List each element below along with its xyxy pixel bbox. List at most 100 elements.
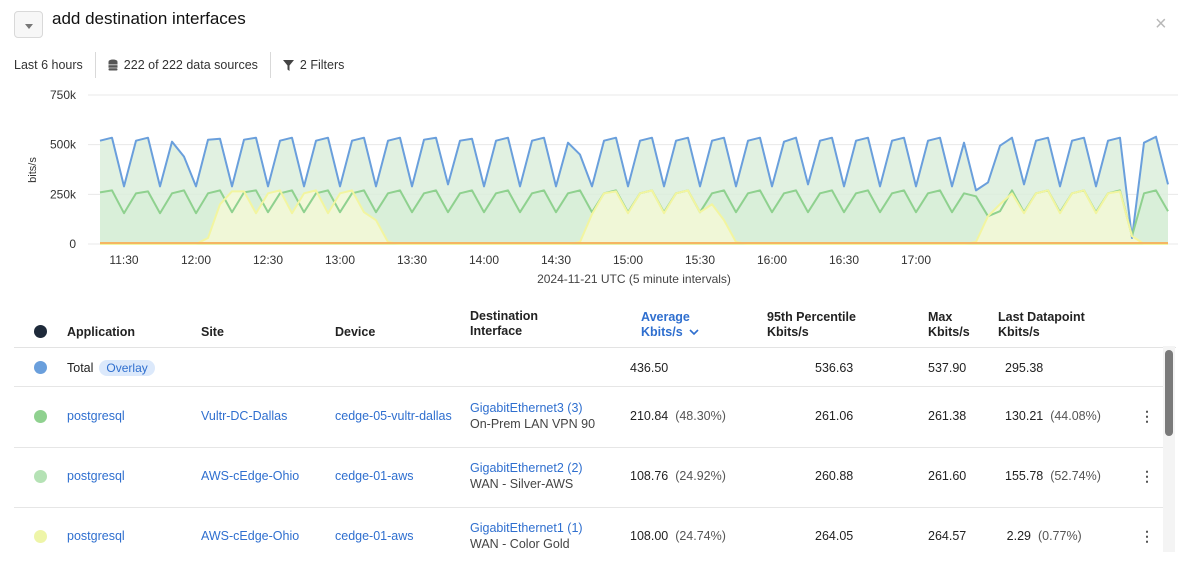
- table-row[interactable]: postgresql AWS-cEdge-Ohio cedge-01-aws G…: [14, 508, 1164, 564]
- time-range-label: Last 6 hours: [14, 58, 83, 72]
- chevron-down-icon: [24, 24, 33, 29]
- table-row[interactable]: postgresql Vultr-DC-Dallas cedge-05-vult…: [14, 388, 1164, 448]
- last-percent: (0.77%): [1037, 529, 1082, 543]
- average-percent: (24.92%): [675, 469, 726, 483]
- series-color-dot: [34, 530, 47, 543]
- cell-last: 295.38: [1005, 361, 1044, 375]
- cell-site-link[interactable]: AWS-cEdge-Ohio: [201, 529, 300, 543]
- traffic-chart-svg: 750k 500k 250k 0 bits/s 11:30 12:00 12:30 13:00 1…: [27, 88, 1178, 286]
- col-p95-line1: 95th Percentile: [767, 310, 856, 324]
- x-tick-label: 15:00: [613, 253, 643, 267]
- x-tick-label: 16:00: [757, 253, 787, 267]
- series-line: [100, 189, 1168, 245]
- series-color-dot: [34, 470, 47, 483]
- traffic-chart: 750k 500k 250k 0 bits/s 11:30 12:00 12:30 13:00 1…: [0, 82, 1189, 292]
- col-95th-percentile[interactable]: 95th Percentile Kbits/s: [767, 310, 856, 340]
- cell-site-link[interactable]: AWS-cEdge-Ohio: [201, 469, 300, 483]
- cell-average: 108.00 (24.74%): [630, 529, 726, 543]
- col-destination-line1: Destination: [470, 309, 539, 323]
- row-menu-icon[interactable]: ⋮: [1140, 528, 1154, 544]
- cell-max: 261.60: [928, 469, 967, 483]
- sort-desc-icon: [689, 329, 699, 336]
- collapse-button[interactable]: [14, 11, 43, 38]
- last-value: 2.29: [1006, 529, 1031, 543]
- time-range-selector[interactable]: Last 6 hours: [14, 58, 83, 72]
- col-p95-line2: Kbits/s: [767, 325, 809, 339]
- series-line: [99, 135, 1169, 240]
- cell-interface-description: On-Prem LAN VPN 90: [470, 417, 596, 431]
- cell-max: 264.57: [928, 529, 967, 543]
- col-max-line1: Max: [928, 310, 953, 324]
- x-tick-label: 14:30: [541, 253, 571, 267]
- col-average-line2: Kbits/s: [641, 325, 699, 340]
- last-value: 155.78: [1005, 469, 1044, 483]
- col-average-line1: Average: [641, 310, 690, 324]
- y-tick-label: 750k: [50, 88, 77, 102]
- table-row[interactable]: postgresql AWS-cEdge-Ohio cedge-01-aws G…: [14, 448, 1164, 508]
- cell-device-link[interactable]: cedge-01-aws: [335, 469, 414, 483]
- average-percent: (48.30%): [675, 409, 726, 423]
- page-title: add destination interfaces: [52, 9, 246, 28]
- cell-p95: 260.88: [815, 469, 854, 483]
- cell-last: 155.78 (52.74%): [1005, 469, 1101, 483]
- cell-last: 2.29 (0.77%): [1005, 529, 1082, 543]
- series-color-dot: [34, 361, 47, 374]
- table-header: Application Site Device Destination Inte…: [14, 302, 1176, 348]
- interfaces-table: Application Site Device Destination Inte…: [14, 302, 1176, 551]
- average-percent: (24.74%): [675, 529, 726, 543]
- average-value: 108.76: [630, 469, 669, 483]
- x-tick-label: 13:00: [325, 253, 355, 267]
- cell-average: 108.76 (24.92%): [630, 469, 726, 483]
- filters-button[interactable]: 2 Filters: [282, 58, 345, 72]
- col-destination-line2: Interface: [470, 324, 523, 338]
- filters-label: 2 Filters: [299, 58, 345, 72]
- col-last-line2: Kbits/s: [998, 325, 1040, 339]
- y-tick-label: 0: [69, 237, 76, 251]
- cell-site-link[interactable]: Vultr-DC-Dallas: [201, 409, 288, 423]
- cell-device-link[interactable]: cedge-05-vultr-dallas: [335, 409, 452, 423]
- average-value: 210.84: [630, 409, 669, 423]
- database-icon: [108, 59, 118, 71]
- x-tick-label: 11:30: [109, 253, 138, 267]
- cell-application-link[interactable]: postgresql: [67, 529, 125, 543]
- cell-average: 436.50: [630, 361, 669, 375]
- col-destination-interface[interactable]: Destination Interface: [470, 309, 538, 339]
- close-icon[interactable]: ×: [1155, 13, 1167, 35]
- x-tick-label: 12:00: [181, 253, 211, 267]
- cell-interface-link[interactable]: GigabitEthernet2 (2): [470, 461, 583, 475]
- col-max-line2: Kbits/s: [928, 325, 970, 339]
- row-menu-icon[interactable]: ⋮: [1140, 408, 1154, 424]
- last-percent: (52.74%): [1050, 469, 1101, 483]
- cell-p95: 536.63: [815, 361, 854, 375]
- cell-device-link[interactable]: cedge-01-aws: [335, 529, 414, 543]
- x-axis-label: 2024-11-21 UTC (5 minute intervals): [537, 272, 731, 286]
- cell-interface-description: WAN - Color Gold: [470, 537, 570, 551]
- cell-average: 210.84 (48.30%): [630, 409, 726, 423]
- cell-application-link[interactable]: postgresql: [67, 409, 125, 423]
- row-menu-icon[interactable]: ⋮: [1140, 468, 1154, 484]
- col-last-datapoint[interactable]: Last Datapoint Kbits/s: [998, 310, 1085, 340]
- y-tick-label: 500k: [50, 138, 77, 152]
- cell-p95: 264.05: [815, 529, 854, 543]
- cell-p95: 261.06: [815, 409, 854, 423]
- cell-application-link[interactable]: postgresql: [67, 469, 125, 483]
- scrollbar-thumb[interactable]: [1165, 350, 1173, 436]
- table-row-total[interactable]: Total Overlay 436.50 536.63 537.90 295.38: [14, 349, 1164, 387]
- cell-max: 261.38: [928, 409, 967, 423]
- cell-interface-link[interactable]: GigabitEthernet3 (3): [470, 401, 583, 415]
- overlay-badge: Overlay: [99, 360, 155, 376]
- col-site[interactable]: Site: [201, 325, 224, 339]
- last-value: 130.21: [1005, 409, 1044, 423]
- last-percent: (44.08%): [1050, 409, 1101, 423]
- series-color-dot: [34, 410, 47, 423]
- col-application[interactable]: Application: [67, 325, 136, 339]
- col-average[interactable]: Average Kbits/s: [641, 310, 699, 340]
- filter-bar: Last 6 hours 222 of 222 data sources 2 F…: [14, 52, 344, 78]
- divider: [269, 52, 271, 78]
- col-device[interactable]: Device: [335, 325, 376, 339]
- x-tick-label: 14:00: [469, 253, 499, 267]
- col-max[interactable]: Max Kbits/s: [928, 310, 970, 340]
- data-sources-selector[interactable]: 222 of 222 data sources: [108, 58, 258, 72]
- cell-interface-link[interactable]: GigabitEthernet1 (1): [470, 521, 583, 535]
- x-tick-label: 15:30: [685, 253, 715, 267]
